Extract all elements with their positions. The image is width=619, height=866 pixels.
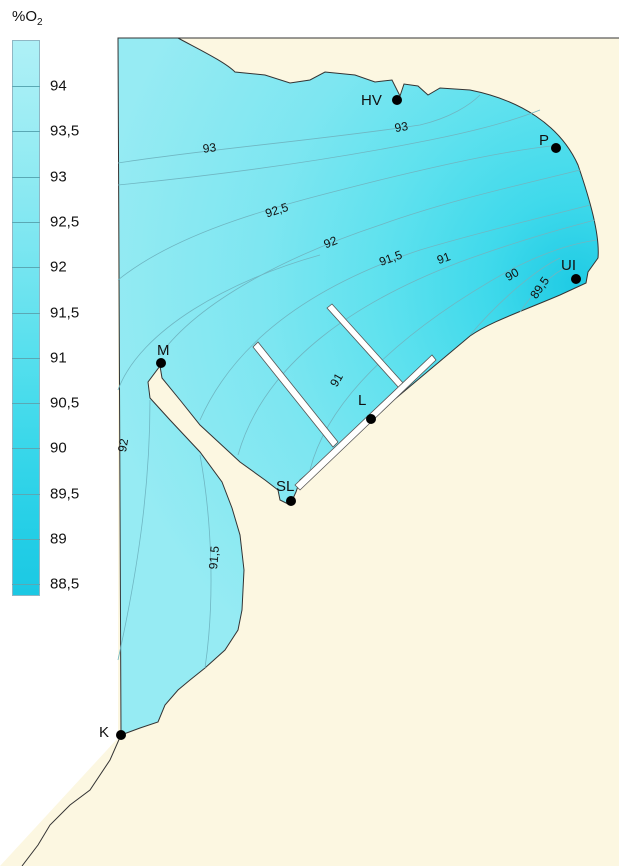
station-label-l: L (358, 392, 366, 409)
contour-label: 90 (503, 265, 522, 284)
legend-tick (12, 357, 40, 359)
legend-label: 89 (50, 530, 67, 548)
legend-tick (12, 312, 40, 314)
legend-title: %O2 (12, 8, 43, 28)
station-marker-ui (571, 274, 581, 284)
legend-tick (12, 584, 40, 586)
contour-label: 92 (115, 437, 131, 453)
land-southwest (0, 738, 118, 866)
legend-label: 93,5 (50, 122, 80, 140)
contour-label: 93 (202, 140, 217, 156)
contour-label: 92,5 (263, 200, 290, 221)
station-marker-l (366, 414, 376, 424)
breakwaters (252, 303, 437, 491)
legend-label: 91,5 (50, 304, 80, 321)
legend-tick (12, 131, 40, 133)
legend-label: 92 (50, 258, 67, 276)
station-marker-p (551, 143, 561, 153)
legend-tick (12, 267, 40, 269)
station-label-sl: SL (276, 478, 294, 495)
legend-tick (12, 493, 40, 495)
station-marker-sl (286, 496, 296, 506)
legend-tick (12, 403, 40, 405)
breakwater-main (294, 354, 437, 491)
legend-label: 90 (50, 439, 67, 457)
contour-label: 92 (322, 233, 340, 251)
breakwater-west (252, 341, 339, 448)
station-marker-k (116, 730, 126, 740)
legend-color-bar (12, 40, 40, 596)
legend-tick (12, 539, 40, 540)
legend-label: 92,5 (50, 213, 80, 231)
legend-label: 91 (50, 349, 67, 367)
station-label-ui: UI (561, 257, 576, 274)
legend-tick (12, 221, 40, 223)
legend-label: 88,5 (50, 575, 80, 593)
coastline-southwest (21, 734, 122, 866)
contour-label: 91,5 (206, 545, 222, 570)
station-label-k: K (99, 724, 109, 741)
station-label-p: P (539, 132, 549, 149)
contour-label: 93 (394, 119, 410, 135)
water-body (117, 37, 599, 736)
legend-tick (12, 86, 40, 87)
legend-title-text: %O (12, 8, 38, 25)
station-label-hv: HV (361, 92, 382, 109)
contour-label: 91 (435, 249, 453, 267)
legend-label: 89,5 (50, 485, 80, 503)
legend-tick (12, 448, 40, 450)
legend-label: 93 (50, 168, 67, 186)
contour-label: 91 (327, 370, 346, 389)
station-marker-m (156, 358, 166, 368)
contour-lines (117, 94, 598, 669)
sampling-stations: HV P UI M L SL K (99, 92, 581, 741)
legend-title-subscript: 2 (37, 17, 43, 28)
legend-label: 94 (50, 77, 67, 95)
legend-label: 90,5 (50, 394, 80, 412)
legend-tick (12, 176, 40, 178)
station-marker-hv (392, 95, 402, 105)
station-label-m: M (157, 342, 170, 359)
